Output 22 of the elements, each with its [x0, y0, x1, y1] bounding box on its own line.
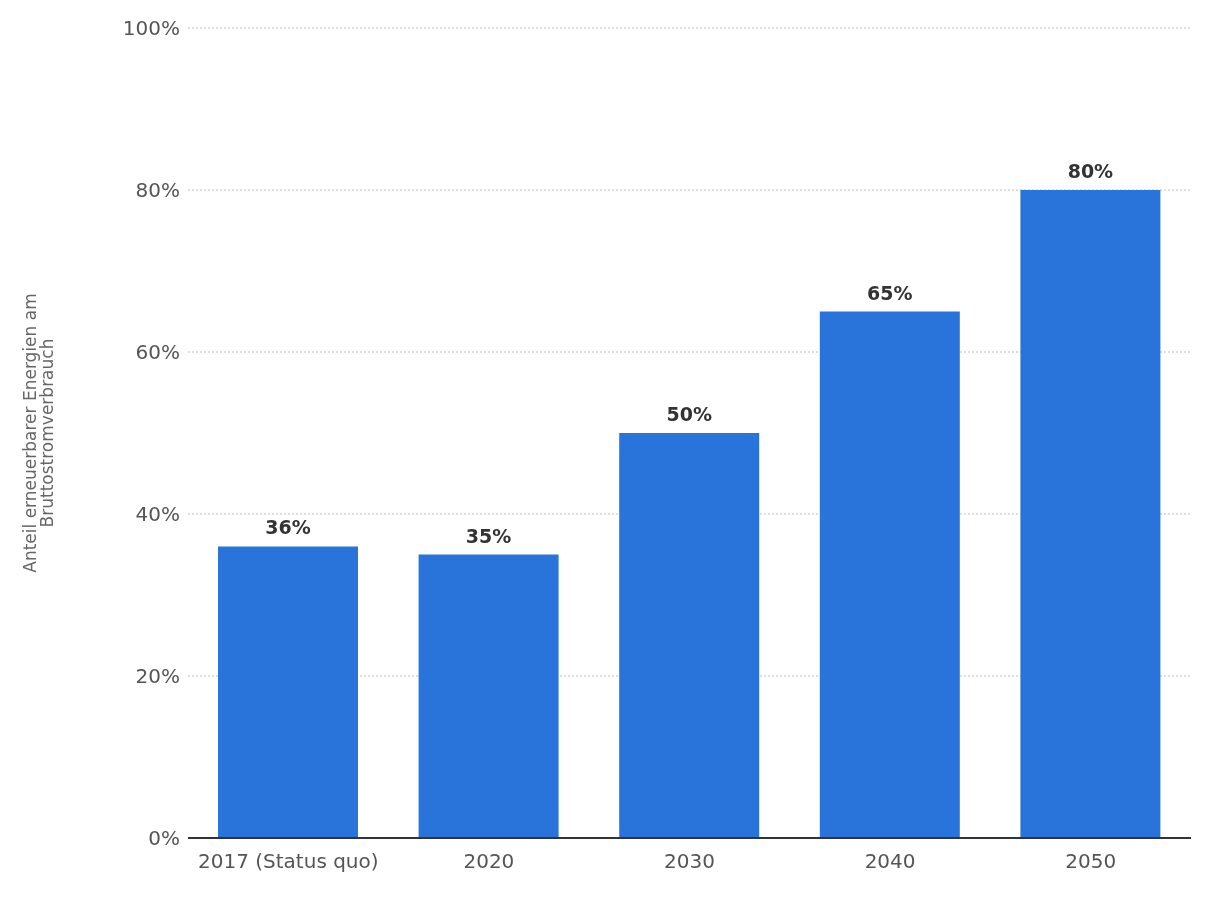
- data-label: 50%: [666, 403, 712, 425]
- data-label: 65%: [867, 281, 913, 304]
- data-label: 80%: [1067, 160, 1114, 182]
- y-tick-label: 20%: [135, 664, 180, 689]
- y-tick-label: 0%: [148, 826, 180, 851]
- y-tick-label: 60%: [135, 340, 180, 365]
- x-tick-label: 2040: [864, 849, 916, 874]
- bar: [819, 311, 960, 838]
- bar: [619, 433, 760, 838]
- bar: [218, 546, 358, 838]
- y-tick-label: 40%: [135, 502, 180, 527]
- x-tick-label: 2030: [664, 849, 715, 874]
- bar: [1020, 190, 1161, 838]
- x-tick-label: 2017 (Status quo): [198, 849, 379, 874]
- bar: [418, 554, 559, 838]
- data-label: 35%: [465, 524, 512, 547]
- data-label: 36%: [265, 516, 311, 539]
- y-tick-label: 80%: [135, 178, 180, 203]
- x-tick-label: 2050: [1065, 849, 1117, 874]
- x-tick-label: 2020: [463, 849, 515, 874]
- y-axis-title: Anteil erneuerbarer Energien am Bruttostromverbrauch: [19, 293, 57, 573]
- y-tick-label: 100%: [122, 16, 180, 41]
